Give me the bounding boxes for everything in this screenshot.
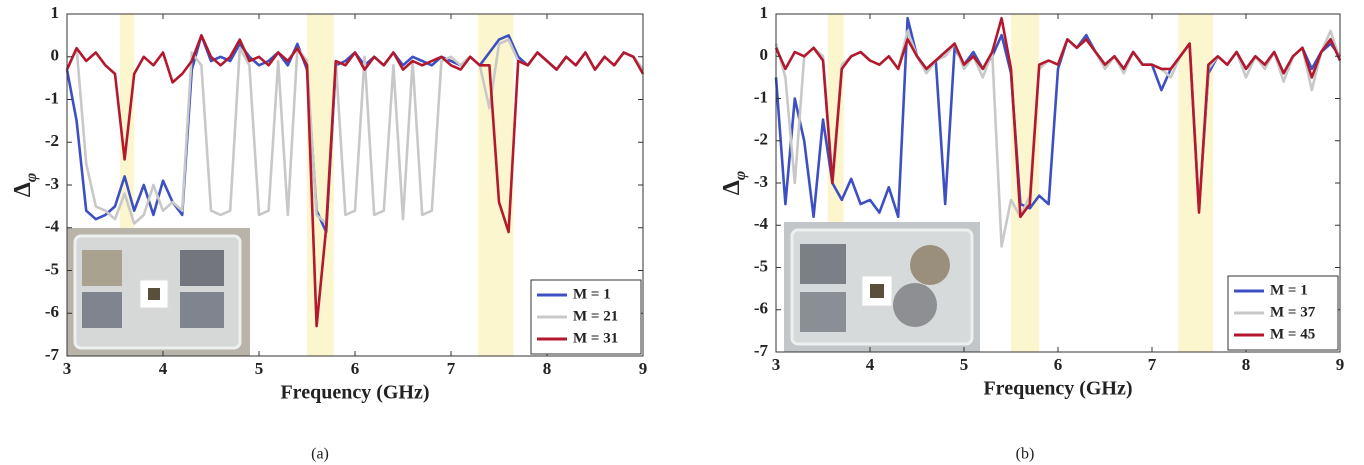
x-tick-label: 6	[1054, 355, 1063, 374]
y-axis-label-sub: φ	[732, 171, 749, 180]
y-tick-label: -5	[754, 256, 768, 275]
legend-label: M = 1	[573, 286, 611, 302]
x-tick-label: 3	[772, 355, 781, 374]
y-tick-label: -6	[754, 299, 768, 318]
caption: (b)	[1016, 446, 1035, 463]
y-tick-label: 0	[51, 46, 60, 65]
legend-label: M = 31	[573, 330, 618, 346]
y-tick-label: -4	[754, 214, 769, 233]
x-tick-label: 5	[255, 359, 264, 378]
x-tick-label: 3	[63, 359, 72, 378]
legend-label: M = 37	[1270, 304, 1316, 320]
data-line	[65, 38, 645, 225]
y-tick-label: -2	[45, 131, 59, 150]
y-tick-label: 0	[760, 45, 769, 64]
highlight-band	[1011, 14, 1040, 352]
x-tick-label: 8	[543, 359, 552, 378]
inset-photo	[784, 222, 980, 352]
inset-photo	[67, 228, 250, 356]
y-tick-label: -2	[754, 130, 768, 149]
data-line	[774, 16, 1342, 219]
x-tick-label: 9	[1336, 355, 1345, 374]
y-tick-label: -4	[45, 217, 60, 236]
y-tick-label: -6	[45, 302, 59, 321]
y-tick-label: -1	[45, 88, 59, 107]
x-tick-label: 4	[866, 355, 875, 374]
y-axis-label-sub: φ	[23, 173, 40, 182]
y-tick-label: 1	[51, 3, 60, 22]
caption: (a)	[311, 446, 329, 463]
legend: M = 1 M = 37 M = 45	[1227, 275, 1339, 351]
x-tick-label: 6	[351, 359, 360, 378]
y-tick-label: -7	[45, 345, 60, 364]
plot-lines	[65, 34, 645, 328]
x-tick-label: 7	[1148, 355, 1157, 374]
x-axis-label: Frequency (GHz)	[280, 382, 429, 404]
y-tick-label: -3	[754, 172, 768, 191]
x-tick-label: 8	[1242, 355, 1251, 374]
y-tick-label: -1	[754, 87, 768, 106]
y-tick-label: -5	[45, 259, 59, 278]
plot-lines	[774, 16, 1342, 248]
legend-label: M = 45	[1270, 326, 1315, 342]
x-tick-label: 7	[447, 359, 456, 378]
y-axis-label-main: Δ	[719, 180, 745, 195]
data-line	[774, 16, 1342, 219]
y-tick-label: -3	[45, 174, 59, 193]
x-tick-label: 4	[159, 359, 168, 378]
y-tick-label: -7	[754, 341, 769, 360]
x-tick-label: 5	[960, 355, 969, 374]
y-axis-label: Δφ	[719, 171, 749, 195]
data-line	[65, 34, 645, 328]
y-tick-label: 1	[760, 3, 769, 22]
legend-label: M = 1	[1270, 282, 1308, 298]
legend: M = 1 M = 21 M = 31	[530, 279, 642, 355]
x-axis-label: Frequency (GHz)	[983, 378, 1132, 400]
y-axis-label-main: Δ	[10, 182, 36, 197]
legend-label: M = 21	[573, 308, 618, 324]
y-axis-label: Δφ	[10, 173, 40, 197]
x-tick-label: 9	[639, 359, 648, 378]
